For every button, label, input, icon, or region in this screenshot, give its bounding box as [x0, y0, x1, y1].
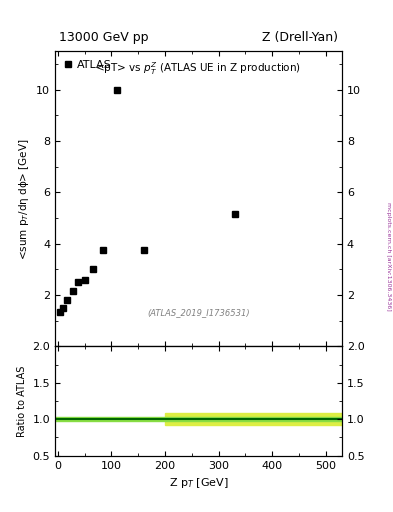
- ATLAS: [76, 279, 81, 285]
- Y-axis label: Ratio to ATLAS: Ratio to ATLAS: [17, 366, 27, 437]
- ATLAS: [114, 87, 119, 93]
- ATLAS: [58, 309, 63, 315]
- Text: 13000 GeV pp: 13000 GeV pp: [59, 31, 149, 44]
- ATLAS: [141, 247, 146, 253]
- Text: mcplots.cern.ch [arXiv:1306.3436]: mcplots.cern.ch [arXiv:1306.3436]: [386, 202, 391, 310]
- ATLAS: [90, 266, 95, 272]
- Text: <pT> vs $p_T^Z$ (ATLAS UE in Z production): <pT> vs $p_T^Z$ (ATLAS UE in Z productio…: [95, 60, 301, 77]
- Text: Z (Drell-Yan): Z (Drell-Yan): [262, 31, 338, 44]
- X-axis label: Z p$_T$ [GeV]: Z p$_T$ [GeV]: [169, 476, 228, 490]
- ATLAS: [70, 288, 75, 294]
- ATLAS: [65, 297, 70, 303]
- ATLAS: [61, 305, 65, 311]
- Legend: ATLAS: ATLAS: [61, 57, 115, 73]
- Bar: [55, 417, 342, 421]
- Bar: [165, 413, 342, 425]
- Y-axis label: <sum p$_T$/dη dϕ> [GeV]: <sum p$_T$/dη dϕ> [GeV]: [17, 138, 31, 260]
- ATLAS: [101, 247, 106, 253]
- ATLAS: [82, 276, 87, 283]
- Line: ATLAS: ATLAS: [57, 86, 238, 315]
- ATLAS: [232, 211, 237, 217]
- Text: (ATLAS_2019_I1736531): (ATLAS_2019_I1736531): [147, 308, 250, 317]
